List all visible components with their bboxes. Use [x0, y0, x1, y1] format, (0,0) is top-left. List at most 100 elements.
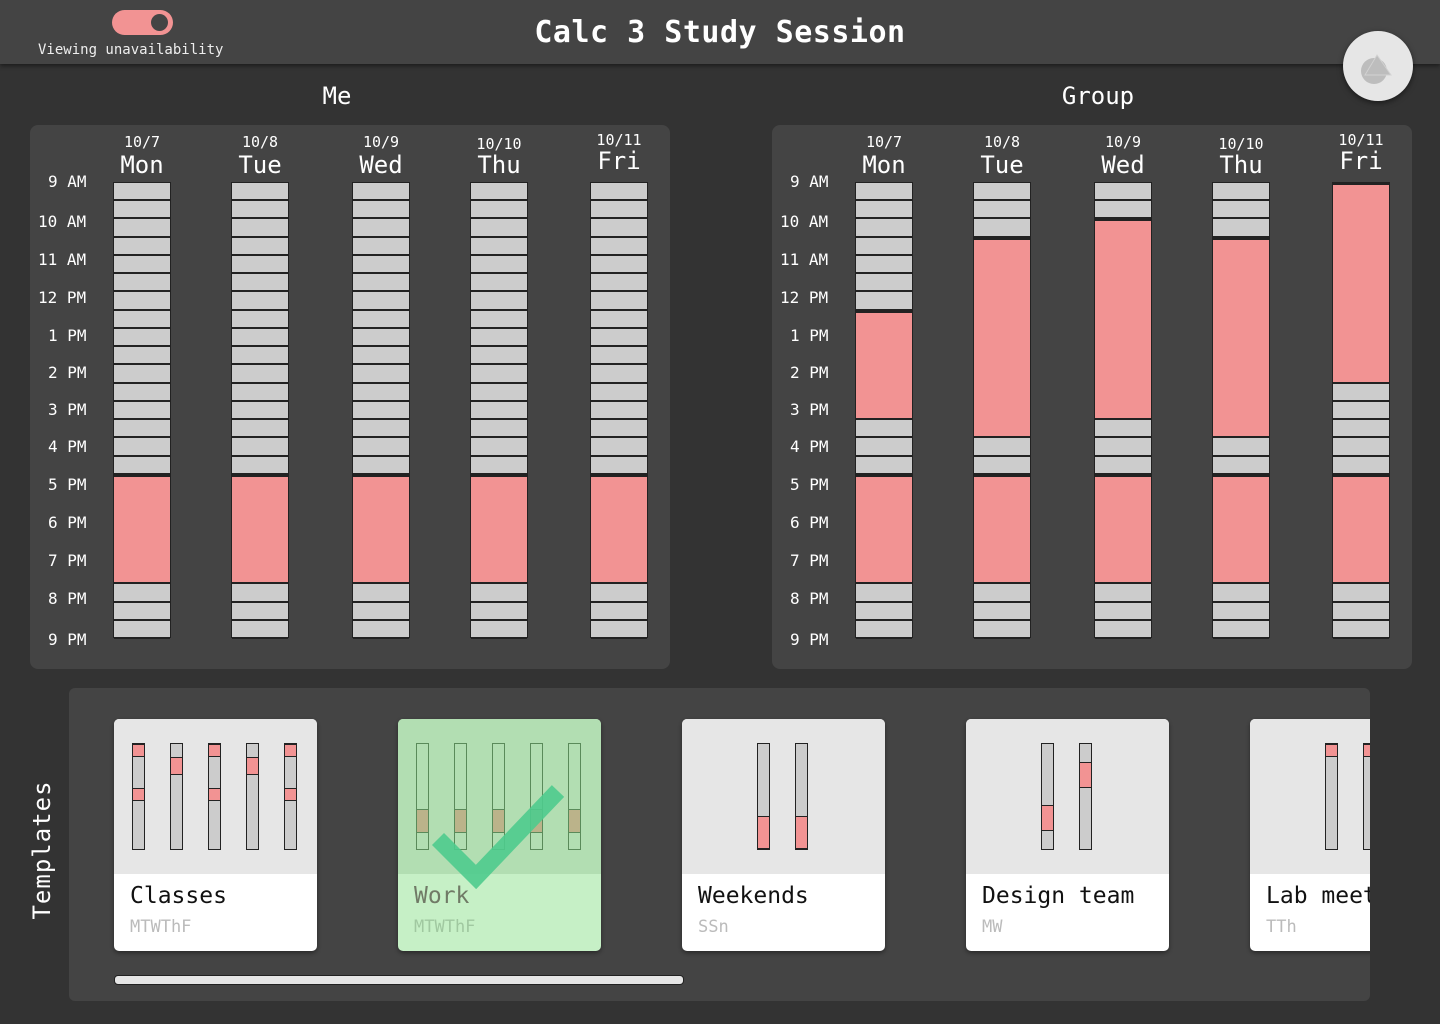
time-slot[interactable] — [1095, 438, 1151, 457]
busy-block[interactable] — [974, 237, 1030, 439]
time-slot[interactable] — [114, 365, 170, 384]
time-slot[interactable] — [1333, 383, 1389, 402]
busy-block[interactable] — [591, 474, 647, 585]
time-slot[interactable] — [471, 310, 527, 329]
time-slot[interactable] — [1333, 602, 1389, 621]
time-slot[interactable] — [856, 584, 912, 603]
busy-block[interactable] — [1095, 474, 1151, 585]
time-slot[interactable] — [114, 219, 170, 238]
time-slot[interactable] — [232, 183, 288, 202]
time-slot[interactable] — [591, 365, 647, 384]
time-slot[interactable] — [1095, 201, 1151, 220]
time-slot[interactable] — [1213, 201, 1269, 220]
time-slot[interactable] — [1333, 420, 1389, 439]
time-slot[interactable] — [232, 365, 288, 384]
time-slot[interactable] — [114, 292, 170, 311]
time-slot[interactable] — [856, 292, 912, 311]
template-card-weekends[interactable]: Weekends SSn — [682, 719, 885, 951]
time-slot[interactable] — [591, 219, 647, 238]
time-slot[interactable] — [232, 620, 288, 639]
time-slot[interactable] — [114, 237, 170, 256]
time-slot[interactable] — [232, 237, 288, 256]
time-slot[interactable] — [1213, 456, 1269, 475]
time-slot[interactable] — [353, 310, 409, 329]
busy-block[interactable] — [974, 474, 1030, 585]
time-slot[interactable] — [353, 365, 409, 384]
time-slot[interactable] — [471, 584, 527, 603]
time-slot[interactable] — [1213, 584, 1269, 603]
busy-block[interactable] — [856, 310, 912, 421]
busy-block[interactable] — [856, 474, 912, 585]
time-slot[interactable] — [591, 602, 647, 621]
time-slot[interactable] — [856, 456, 912, 475]
time-slot[interactable] — [974, 602, 1030, 621]
time-slot[interactable] — [353, 201, 409, 220]
time-slot[interactable] — [856, 237, 912, 256]
time-slot[interactable] — [856, 620, 912, 639]
toggle-knob[interactable] — [151, 14, 168, 31]
time-slot[interactable] — [591, 255, 647, 275]
time-slot[interactable] — [471, 401, 527, 421]
time-slot[interactable] — [1095, 456, 1151, 475]
template-card-lab-meet[interactable]: Lab meet TTh — [1250, 719, 1370, 951]
time-slot[interactable] — [974, 456, 1030, 475]
time-slot[interactable] — [1095, 602, 1151, 621]
time-slot[interactable] — [1095, 620, 1151, 639]
time-slot[interactable] — [591, 201, 647, 220]
time-slot[interactable] — [353, 347, 409, 366]
time-slot[interactable] — [974, 438, 1030, 457]
time-slot[interactable] — [232, 438, 288, 457]
time-slot[interactable] — [591, 401, 647, 421]
time-slot[interactable] — [471, 274, 527, 293]
time-slot[interactable] — [232, 383, 288, 402]
time-slot[interactable] — [232, 255, 288, 275]
time-slot[interactable] — [353, 237, 409, 256]
busy-block[interactable] — [1333, 183, 1389, 384]
time-slot[interactable] — [232, 347, 288, 366]
time-slot[interactable] — [974, 201, 1030, 220]
time-slot[interactable] — [471, 456, 527, 475]
time-slot[interactable] — [471, 292, 527, 311]
time-slot[interactable] — [114, 201, 170, 220]
time-slot[interactable] — [1095, 183, 1151, 202]
time-slot[interactable] — [1333, 438, 1389, 457]
time-slot[interactable] — [591, 456, 647, 475]
time-slot[interactable] — [1213, 183, 1269, 202]
time-slot[interactable] — [471, 438, 527, 457]
time-slot[interactable] — [471, 620, 527, 639]
time-slot[interactable] — [353, 383, 409, 402]
avatar[interactable] — [1343, 31, 1413, 101]
time-slot[interactable] — [353, 183, 409, 202]
busy-block[interactable] — [232, 474, 288, 585]
time-slot[interactable] — [1095, 420, 1151, 439]
time-slot[interactable] — [232, 201, 288, 220]
time-slot[interactable] — [856, 201, 912, 220]
time-slot[interactable] — [114, 383, 170, 402]
time-slot[interactable] — [591, 292, 647, 311]
time-slot[interactable] — [114, 183, 170, 202]
time-slot[interactable] — [471, 347, 527, 366]
time-slot[interactable] — [471, 383, 527, 402]
time-slot[interactable] — [232, 292, 288, 311]
time-slot[interactable] — [1213, 438, 1269, 457]
time-slot[interactable] — [471, 365, 527, 384]
time-slot[interactable] — [114, 255, 170, 275]
busy-block[interactable] — [353, 474, 409, 585]
template-card-design-team[interactable]: Design team MW — [966, 719, 1169, 951]
time-slot[interactable] — [232, 310, 288, 329]
time-slot[interactable] — [974, 219, 1030, 238]
time-slot[interactable] — [232, 584, 288, 603]
time-slot[interactable] — [232, 328, 288, 348]
time-slot[interactable] — [114, 438, 170, 457]
time-slot[interactable] — [114, 401, 170, 421]
busy-block[interactable] — [1333, 474, 1389, 585]
time-slot[interactable] — [471, 237, 527, 256]
time-slot[interactable] — [232, 219, 288, 238]
time-slot[interactable] — [114, 584, 170, 603]
time-slot[interactable] — [114, 420, 170, 439]
busy-block[interactable] — [1213, 474, 1269, 585]
time-slot[interactable] — [1333, 401, 1389, 421]
busy-block[interactable] — [1095, 219, 1151, 421]
time-slot[interactable] — [856, 255, 912, 275]
time-slot[interactable] — [974, 620, 1030, 639]
